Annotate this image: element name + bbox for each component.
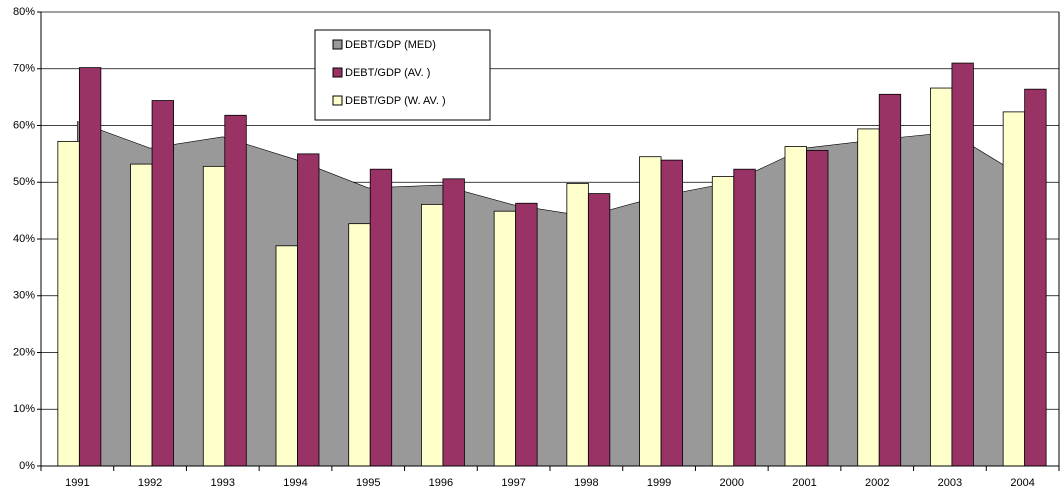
bar (297, 153, 320, 467)
x-tick-label: 1994 (283, 477, 307, 489)
bar (566, 182, 589, 467)
bar (784, 146, 807, 467)
x-tick-label: 1993 (211, 477, 235, 489)
legend-label: DEBT/GDP (AV. ) (345, 67, 430, 79)
y-tick-label: 60% (13, 119, 35, 131)
bar (369, 168, 393, 467)
legend-swatch (332, 39, 343, 50)
bar (733, 168, 756, 467)
bar (493, 210, 517, 467)
legend-swatch (332, 67, 343, 78)
bar (151, 100, 174, 467)
y-tick-label: 30% (13, 290, 35, 302)
bar (130, 163, 153, 467)
bar (442, 178, 465, 467)
x-tick-label: 2000 (720, 477, 744, 489)
legend-label: DEBT/GDP (W. AV. ) (345, 95, 446, 107)
bar (275, 245, 298, 467)
bar (878, 93, 902, 467)
bar (202, 165, 226, 467)
bar (515, 202, 538, 467)
legend-label: DEBT/GDP (MED) (345, 39, 436, 51)
x-tick-label: 2002 (865, 477, 889, 489)
bar (224, 114, 247, 467)
bar (348, 223, 371, 467)
bar (1024, 88, 1047, 467)
bar (930, 87, 953, 467)
x-tick-label: 1997 (501, 477, 525, 489)
x-tick-label: 2003 (938, 477, 962, 489)
x-tick-label: 2001 (792, 477, 816, 489)
bar (711, 176, 735, 467)
x-tick-label: 1992 (138, 477, 162, 489)
bar (806, 150, 829, 467)
x-tick-label: 2004 (1010, 477, 1034, 489)
bar (421, 203, 444, 467)
legend-box (314, 29, 491, 121)
y-tick-label: 80% (13, 6, 35, 18)
y-tick-label: 10% (13, 403, 35, 415)
x-tick-label: 1991 (65, 477, 89, 489)
x-tick-label: 1996 (429, 477, 453, 489)
y-tick-label: 70% (13, 63, 35, 75)
y-tick-label: 40% (13, 233, 35, 245)
bar (857, 128, 880, 467)
bar (587, 193, 611, 467)
bar (78, 67, 102, 467)
x-tick-label: 1999 (647, 477, 671, 489)
bar (639, 156, 662, 467)
y-tick-label: 50% (13, 176, 35, 188)
bar (1002, 111, 1026, 467)
bar (660, 159, 683, 467)
x-tick-label: 1998 (574, 477, 598, 489)
bar (951, 62, 974, 467)
x-tick-label: 1995 (356, 477, 380, 489)
y-tick-label: 0% (19, 460, 35, 472)
legend-swatch (332, 95, 343, 106)
bar (57, 140, 80, 467)
y-tick-label: 20% (13, 346, 35, 358)
